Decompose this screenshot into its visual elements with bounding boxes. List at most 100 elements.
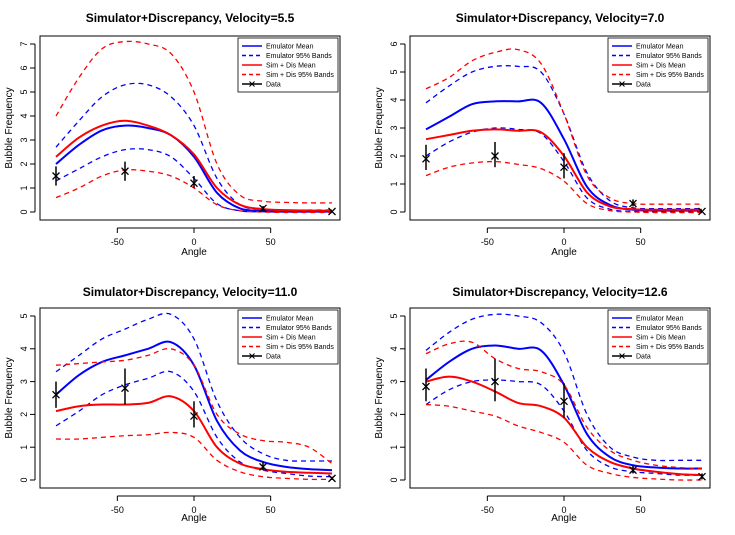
chart-title: Simulator+Discrepancy, Velocity=11.0 <box>83 285 298 299</box>
y-tick-label: 1 <box>19 445 29 450</box>
y-axis-label: Bubble Frequency <box>4 87 15 168</box>
x-axis-label: Angle <box>551 247 577 258</box>
legend-label: Sim + Dis 95% Bands <box>266 72 334 79</box>
y-tick-label: 0 <box>19 209 29 214</box>
legend-label: Data <box>266 354 281 361</box>
y-tick-label: 4 <box>19 113 29 118</box>
legend-label: Sim + Dis Mean <box>266 335 316 342</box>
plot-frame <box>409 35 711 221</box>
chart-title: Simulator+Discrepancy, Velocity=12.6 <box>452 285 668 299</box>
legend-label: Sim + Dis Mean <box>636 335 686 342</box>
y-tick-label: 4 <box>389 346 399 351</box>
legend-marker <box>249 353 255 359</box>
series-band-line <box>55 347 333 465</box>
y-tick-label: 3 <box>389 379 399 384</box>
legend: Emulator Mean Emulator 95% Bands Sim + Dis… <box>237 309 339 365</box>
y-tick-label: 7 <box>19 41 29 46</box>
y-tick-label: 6 <box>19 65 29 70</box>
y-tick-label: 1 <box>19 185 29 190</box>
x-tick-label: 50 <box>636 505 646 515</box>
data-point-marker <box>629 466 637 475</box>
legend-label: Data <box>636 82 651 89</box>
x-tick-label: -50 <box>111 505 124 515</box>
series-mean-line <box>55 124 332 213</box>
data-point-marker <box>560 163 568 172</box>
y-tick-label: 5 <box>19 89 29 94</box>
x-axis-label: Angle <box>181 247 207 258</box>
x-tick-label: -50 <box>481 237 494 247</box>
legend-label: Emulator 95% Bands <box>636 53 702 60</box>
legend-label: Sim + Dis 95% Bands <box>636 344 704 351</box>
plot-frame <box>39 35 341 221</box>
x-tick-label: 0 <box>191 505 196 515</box>
legend-marker <box>619 353 625 359</box>
legend-label: Emulator Mean <box>266 44 314 51</box>
legend-marker <box>249 81 255 87</box>
series-band-line <box>425 65 702 210</box>
legend-label: Data <box>266 82 281 89</box>
chart-panel: Simulator+Discrepancy, Velocity=12.6 -50 0… <box>374 285 711 524</box>
series-band-line <box>55 82 332 211</box>
legend: Emulator Mean Emulator 95% Bands Sim + Dis… <box>237 37 339 93</box>
series-band-line <box>55 312 333 462</box>
series-band-line <box>55 431 333 481</box>
x-tick-label: 50 <box>266 505 276 515</box>
y-axis-label: Bubble Frequency <box>4 357 15 438</box>
series-mean-line <box>55 119 333 212</box>
series-band-line <box>425 313 702 462</box>
y-tick-label: 2 <box>389 412 399 417</box>
x-tick-label: 0 <box>561 237 566 247</box>
chart-panel: Simulator+Discrepancy, Velocity=11.0 -50 0… <box>4 285 341 524</box>
legend-label: Emulator 95% Bands <box>266 325 332 332</box>
data-point-marker <box>698 207 706 216</box>
data-point-marker <box>328 207 336 216</box>
y-tick-label: 0 <box>389 209 399 214</box>
data-point-marker <box>52 390 60 399</box>
legend-label: Sim + Dis 95% Bands <box>636 72 704 79</box>
y-tick-label: 5 <box>19 313 29 318</box>
data-point-marker <box>52 172 60 180</box>
data-point-marker <box>328 474 336 483</box>
data-point-marker <box>121 167 129 176</box>
y-tick-label: 0 <box>389 477 399 482</box>
legend-label: Emulator Mean <box>636 44 684 51</box>
y-tick-label: 4 <box>389 97 399 102</box>
y-tick-label: 5 <box>389 69 399 74</box>
data-point-marker <box>259 204 267 213</box>
y-tick-label: 1 <box>389 445 399 450</box>
y-axis-label: Bubble Frequency <box>374 87 385 168</box>
series-band-line <box>425 340 703 470</box>
series-band-line <box>425 403 703 481</box>
data-point-marker <box>190 412 198 420</box>
chart-panel: Simulator+Discrepancy, Velocity=7.0 -50 0 5… <box>374 11 711 258</box>
legend-marker <box>619 81 625 87</box>
series-band-line <box>425 48 702 205</box>
y-tick-label: 3 <box>389 125 399 130</box>
legend-label: Emulator 95% Bands <box>266 53 332 60</box>
legend-label: Sim + Dis 95% Bands <box>266 344 334 351</box>
x-axis-label: Angle <box>551 513 577 524</box>
y-axis-label: Bubble Frequency <box>374 357 385 438</box>
legend-label: Emulator Mean <box>266 316 314 323</box>
chart-title: Simulator+Discrepancy, Velocity=7.0 <box>456 11 665 25</box>
plot-frame <box>409 307 711 489</box>
y-tick-label: 2 <box>19 412 29 417</box>
series-band-line <box>55 40 333 204</box>
y-tick-label: 3 <box>19 379 29 384</box>
data-point-marker <box>190 179 198 188</box>
y-tick-label: 5 <box>389 313 399 318</box>
legend-label: Data <box>636 354 651 361</box>
legend-label: Sim + Dis Mean <box>266 63 316 70</box>
data-point-marker <box>629 199 637 208</box>
y-tick-label: 1 <box>389 181 399 186</box>
legend: Emulator Mean Emulator 95% Bands Sim + Dis… <box>607 37 709 93</box>
legend-label: Emulator Mean <box>636 316 684 323</box>
x-tick-label: 50 <box>266 237 276 247</box>
legend-label: Emulator 95% Bands <box>636 325 702 332</box>
data-point-marker <box>259 462 267 471</box>
data-point-marker <box>491 377 499 386</box>
data-point-marker <box>422 154 430 163</box>
legend-label: Sim + Dis Mean <box>636 63 686 70</box>
y-tick-label: 3 <box>19 137 29 142</box>
